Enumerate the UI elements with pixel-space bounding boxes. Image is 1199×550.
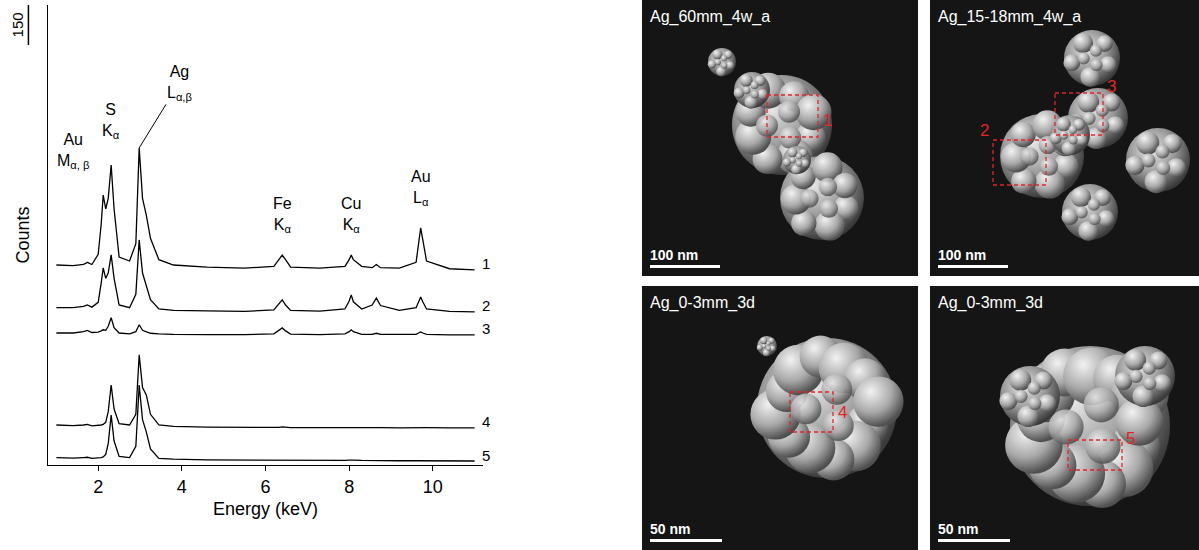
svg-text:3: 3 [482, 320, 490, 337]
svg-text:2: 2 [980, 121, 989, 140]
svg-text:50 nm: 50 nm [650, 521, 690, 537]
svg-text:2: 2 [93, 477, 103, 497]
svg-text:150: 150 [9, 12, 26, 37]
svg-text:4: 4 [177, 477, 187, 497]
svg-text:SK​α​: SK​α​ [102, 101, 120, 141]
svg-text:1: 1 [482, 255, 490, 272]
svg-text:FeK​α​: FeK​α​ [273, 195, 292, 235]
svg-text:100 nm: 100 nm [938, 247, 986, 263]
svg-text:10: 10 [423, 477, 443, 497]
svg-text:100 nm: 100 nm [650, 247, 698, 263]
svg-text:4: 4 [838, 403, 847, 422]
svg-text:AuM​α, β​: AuM​α, β​ [57, 131, 89, 171]
svg-text:8: 8 [344, 477, 354, 497]
svg-text:3: 3 [1107, 77, 1116, 96]
svg-text:AuL​α​: AuL​α​ [411, 168, 431, 208]
svg-text:Ag_15-18mm_4w_a: Ag_15-18mm_4w_a [938, 8, 1081, 26]
svg-text:1: 1 [823, 111, 832, 130]
svg-text:50 nm: 50 nm [938, 521, 978, 537]
svg-text:AgL​α,β​: AgL​α,β​ [167, 63, 192, 103]
svg-text:Energy (keV): Energy (keV) [213, 499, 318, 519]
svg-text:Counts: Counts [13, 206, 33, 263]
svg-text:CuK​α​: CuK​α​ [341, 195, 361, 235]
svg-text:5: 5 [1126, 429, 1135, 448]
svg-text:Ag_60mm_4w_a: Ag_60mm_4w_a [650, 8, 770, 26]
svg-text:2: 2 [482, 297, 490, 314]
svg-text:4: 4 [482, 413, 490, 430]
svg-text:Ag_0-3mm_3d: Ag_0-3mm_3d [650, 294, 755, 312]
svg-text:Ag_0-3mm_3d: Ag_0-3mm_3d [938, 294, 1043, 312]
svg-text:5: 5 [482, 447, 490, 464]
svg-text:6: 6 [260, 477, 270, 497]
